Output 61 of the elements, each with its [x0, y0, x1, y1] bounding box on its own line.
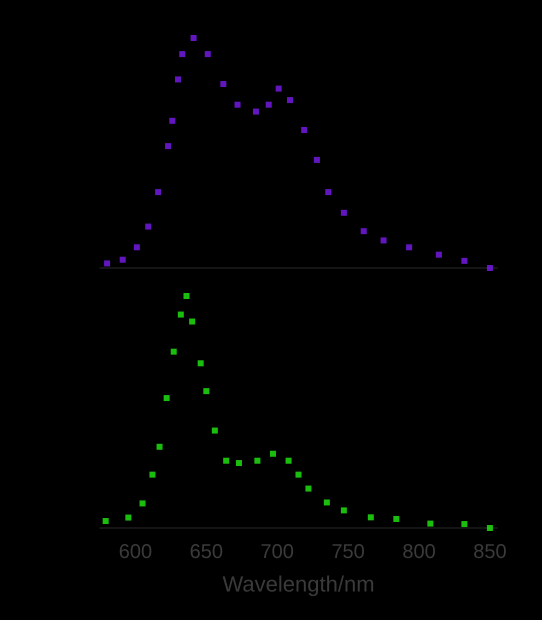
point: [286, 97, 293, 104]
point: [486, 265, 493, 271]
point: [276, 86, 282, 92]
point: [254, 458, 260, 464]
point: [134, 244, 140, 250]
point: [203, 388, 210, 394]
point: [189, 318, 196, 325]
point: [296, 472, 302, 478]
point: [340, 507, 347, 514]
point: [314, 156, 320, 163]
point: [174, 76, 181, 82]
x-tick-label: 850: [473, 541, 507, 563]
point: [380, 237, 387, 244]
point: [325, 189, 332, 196]
point: [190, 35, 197, 41]
point: [324, 499, 330, 506]
point: [360, 228, 367, 234]
point: [286, 458, 292, 464]
point: [204, 51, 211, 58]
point: [212, 428, 218, 434]
point: [125, 514, 132, 521]
point: [236, 460, 242, 466]
x-tick-label: 700: [260, 541, 294, 563]
point: [368, 514, 374, 520]
point: [120, 256, 126, 263]
point: [149, 472, 156, 478]
point: [165, 143, 172, 150]
point: [155, 189, 162, 196]
point: [270, 450, 276, 457]
point: [301, 127, 308, 133]
point: [252, 108, 259, 115]
point: [220, 81, 226, 87]
x-axis-title: Wavelength/nm: [222, 572, 375, 596]
x-tick-label: 750: [331, 541, 365, 563]
point: [183, 293, 190, 299]
x-tick-label: 600: [118, 541, 152, 563]
point: [104, 260, 110, 266]
point: [461, 521, 468, 528]
point: [427, 520, 434, 527]
point: [461, 258, 468, 264]
point: [234, 102, 241, 108]
point: [393, 516, 400, 522]
point: [406, 244, 412, 250]
point: [140, 500, 146, 506]
x-tick-label: 800: [402, 541, 436, 563]
point: [169, 118, 176, 124]
point: [486, 525, 493, 531]
point: [178, 312, 184, 318]
point: [223, 458, 230, 464]
point: [340, 210, 347, 216]
point: [436, 252, 442, 258]
point: [156, 444, 163, 450]
point: [266, 102, 272, 108]
point: [170, 348, 177, 355]
point: [198, 360, 204, 366]
x-tick-label: 650: [190, 541, 224, 563]
point: [179, 51, 186, 58]
point: [164, 395, 170, 402]
point: [145, 224, 152, 230]
point: [305, 486, 312, 492]
point: [102, 518, 109, 524]
